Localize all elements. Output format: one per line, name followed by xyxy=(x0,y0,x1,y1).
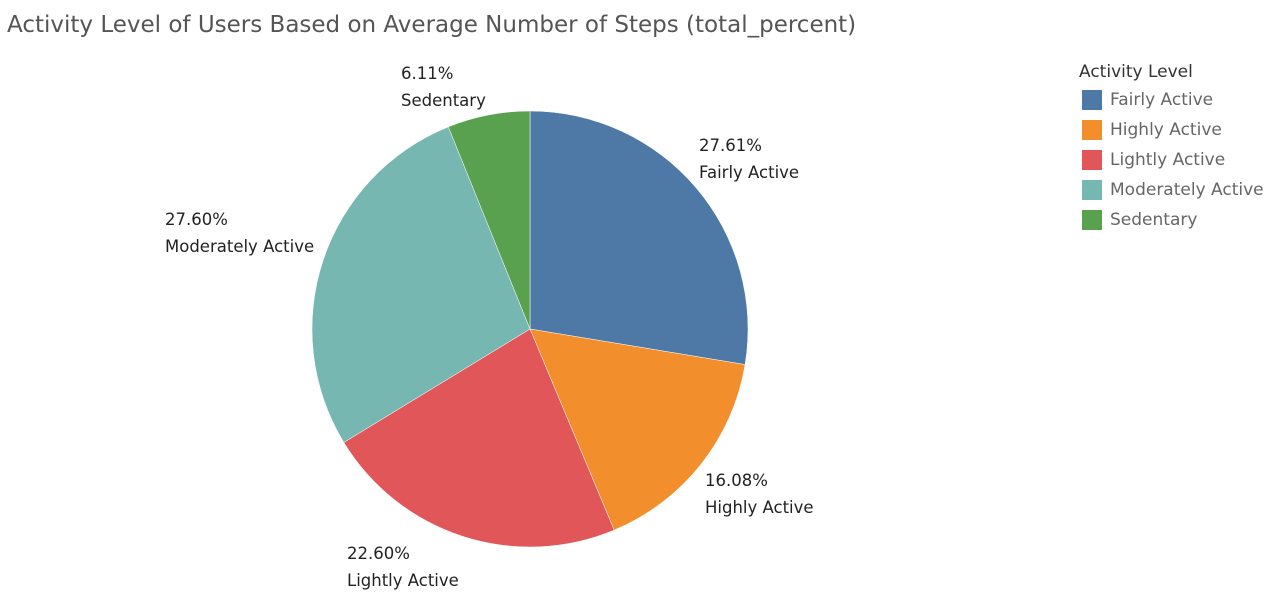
legend-swatch xyxy=(1082,120,1102,140)
pie-slice-lightly-active[interactable] xyxy=(343,328,615,548)
legend-swatch xyxy=(1082,150,1102,170)
legend-label: Moderately Active xyxy=(1110,180,1264,200)
pie-slices xyxy=(311,110,749,548)
legend-item-highly-active[interactable]: Highly Active xyxy=(1079,115,1264,145)
slice-label-sedentary: 6.11% Sedentary xyxy=(401,60,486,114)
slice-label-moderately-active: 27.60% Moderately Active xyxy=(165,206,314,260)
slice-label-fairly-active: 27.61% Fairly Active xyxy=(699,132,799,186)
pie-slice-moderately-active[interactable] xyxy=(311,126,531,443)
slice-label-category: Lightly Active xyxy=(347,571,459,590)
legend-label: Lightly Active xyxy=(1110,150,1226,170)
legend: Activity Level Fairly Active Highly Acti… xyxy=(1079,62,1264,235)
slice-label-category: Sedentary xyxy=(401,91,486,110)
legend-label: Fairly Active xyxy=(1110,90,1214,110)
slice-label-category: Highly Active xyxy=(705,498,814,517)
slice-label-highly-active: 16.08% Highly Active xyxy=(705,467,814,521)
slice-label-percent: 16.08% xyxy=(705,471,768,490)
pie-slice-fairly-active[interactable] xyxy=(529,110,749,365)
slice-label-percent: 27.60% xyxy=(165,210,228,229)
legend-item-fairly-active[interactable]: Fairly Active xyxy=(1079,85,1264,115)
legend-swatch xyxy=(1082,180,1102,200)
slice-label-percent: 22.60% xyxy=(347,544,410,563)
pie-slice-highly-active[interactable] xyxy=(529,328,746,531)
slice-label-percent: 27.61% xyxy=(699,136,762,155)
slice-label-percent: 6.11% xyxy=(401,64,454,83)
legend-title: Activity Level xyxy=(1079,62,1193,82)
slice-label-category: Fairly Active xyxy=(699,163,800,182)
legend-item-sedentary[interactable]: Sedentary xyxy=(1079,205,1264,235)
legend-swatch xyxy=(1082,210,1102,230)
chart-title: Activity Level of Users Based on Average… xyxy=(7,12,857,38)
legend-item-moderately-active[interactable]: Moderately Active xyxy=(1079,175,1264,205)
legend-label: Sedentary xyxy=(1110,210,1198,230)
legend-label: Highly Active xyxy=(1110,120,1222,140)
legend-swatch xyxy=(1082,90,1102,110)
legend-item-lightly-active[interactable]: Lightly Active xyxy=(1079,145,1264,175)
slice-label-lightly-active: 22.60% Lightly Active xyxy=(347,540,459,594)
pie-slice-sedentary[interactable] xyxy=(448,110,531,330)
slice-label-category: Moderately Active xyxy=(165,237,315,256)
